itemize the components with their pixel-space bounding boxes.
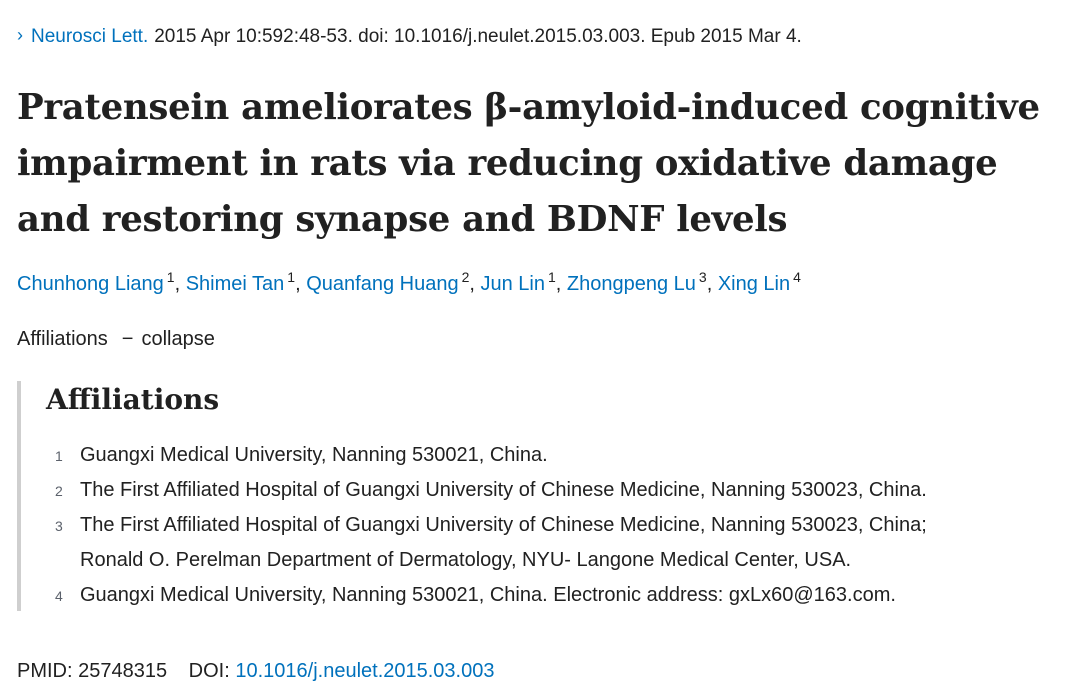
affiliation-item: 2 The First Affiliated Hospital of Guang… [21,473,927,508]
affiliations-panel: Affiliations 1 Guangxi Medical Universit… [17,381,1061,611]
author-link[interactable]: Chunhong Liang [17,273,164,295]
affiliation-text: Ronald O. Perelman Department of Dermato… [80,549,852,571]
author-affiliation-ref[interactable]: 1 [166,269,175,285]
author-affiliation-ref[interactable]: 3 [698,269,707,285]
affiliation-text: The First Affiliated Hospital of Guangxi… [80,514,927,536]
author-separator: , [295,273,301,295]
citation-details: 2015 Apr 10:592:48-53. doi: 10.1016/j.ne… [154,26,802,47]
affiliations-toggle[interactable]: Affiliations − collapse [17,325,215,353]
author-affiliation-ref[interactable]: 1 [287,269,296,285]
article-identifiers: PMID: 25748315 DOI: 10.1016/j.neulet.201… [17,657,494,685]
chevron-right-icon[interactable]: › [17,25,23,45]
affiliation-item: 4 Guangxi Medical University, Nanning 53… [21,578,927,613]
affiliation-text: Guangxi Medical University, Nanning 5300… [80,444,548,466]
pmid-value: 25748315 [78,660,168,682]
affiliations-list: 1 Guangxi Medical University, Nanning 53… [21,438,927,613]
affiliation-item: 3 The First Affiliated Hospital of Guang… [21,508,927,578]
pmid-label: PMID: [17,660,73,682]
affiliation-item: 1 Guangxi Medical University, Nanning 53… [21,438,927,473]
author-affiliation-ref[interactable]: 4 [793,269,801,285]
author-affiliation-ref[interactable]: 1 [547,269,556,285]
author-affiliation-ref[interactable]: 2 [461,269,470,285]
doi-link[interactable]: 10.1016/j.neulet.2015.03.003 [235,660,495,682]
affiliation-number: 3 [55,518,63,534]
author-separator: , [469,273,475,295]
author-link[interactable]: Xing Lin [717,273,791,295]
author-link[interactable]: Shimei Tan [185,273,285,295]
affiliations-toggle-label: Affiliations [17,328,108,350]
author-separator: , [174,273,181,295]
author-link[interactable]: Zhongpeng Lu [566,273,696,295]
author-link[interactable]: Quanfang Huang [306,273,459,295]
author-separator: , [555,273,562,295]
affiliations-heading: Affiliations [46,383,220,416]
title-line-3: and restoring synapse and BDNF levels [17,199,788,240]
doi-label: DOI: [188,660,230,682]
journal-link[interactable]: Neurosci Lett. [31,26,149,47]
affiliation-text: The First Affiliated Hospital of Guangxi… [80,479,927,501]
minus-icon: − [121,328,134,350]
authors-list: Chunhong Liang 1, Shimei Tan 1, Quanfang H… [17,270,801,298]
affiliation-number: 4 [55,588,63,604]
title-line-1: Pratensein ameliorates β-amyloid-induced… [17,87,1040,128]
citation-line: › Neurosci Lett. 2015 Apr 10:592:48-53. do… [17,22,802,50]
title-line-2: impairment in rats via reducing oxidativ… [17,143,998,184]
affiliations-toggle-action: collapse [141,328,215,350]
affiliation-number: 2 [55,483,63,499]
article-title: Pratensein ameliorates β-amyloid-induced… [17,80,1077,248]
author-separator: , [706,273,713,295]
author-link[interactable]: Jun Lin [480,273,545,295]
affiliation-number: 1 [55,448,63,464]
affiliation-text: Guangxi Medical University, Nanning 5300… [80,584,896,606]
